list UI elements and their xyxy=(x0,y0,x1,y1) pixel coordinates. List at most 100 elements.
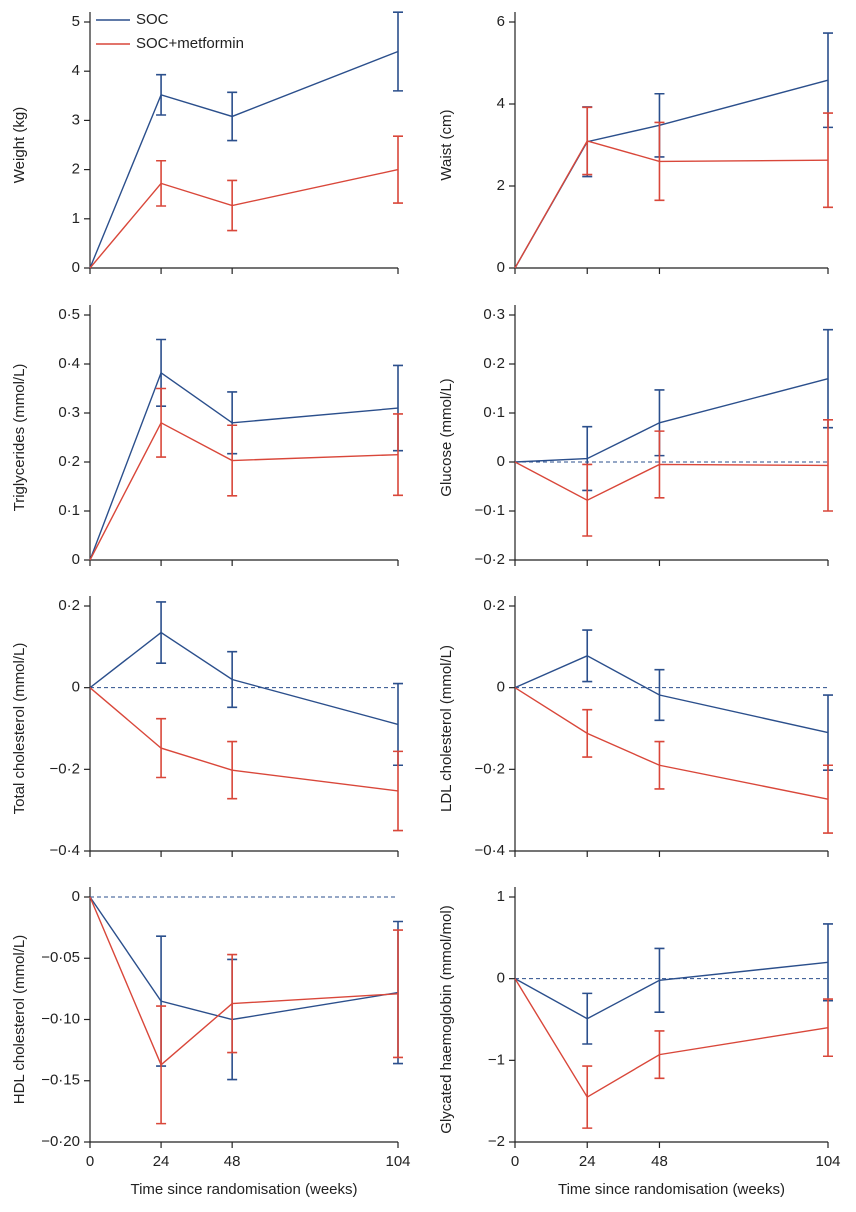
x-tick-label: 48 xyxy=(651,1153,668,1170)
series-line xyxy=(89,50,399,269)
y-tick-label: 0·5 xyxy=(58,306,80,323)
error-bar xyxy=(156,717,167,779)
x-tick-label: 0 xyxy=(86,1153,94,1170)
error-bar xyxy=(227,953,238,1054)
series-line xyxy=(514,140,829,269)
y-tick-label: 0 xyxy=(72,679,80,696)
legend-label: SOC xyxy=(136,11,169,28)
y-tick-label: −0·2 xyxy=(50,760,80,777)
series-line xyxy=(89,371,399,561)
error-bar xyxy=(654,430,665,499)
y-tick-label: 6 xyxy=(497,13,505,30)
error-bar xyxy=(582,629,593,683)
y-tick-label: 0·3 xyxy=(58,404,80,421)
error-bar xyxy=(823,764,833,834)
y-tick-label: −0·2 xyxy=(475,760,505,777)
x-axis-label: Time since randomisation (weeks) xyxy=(558,1181,785,1198)
y-tick-label: 0·2 xyxy=(58,453,80,470)
error-bar xyxy=(227,424,238,497)
series-line xyxy=(89,421,399,561)
series-line xyxy=(514,378,829,463)
error-bar xyxy=(156,73,167,116)
y-tick-label: 0 xyxy=(72,888,80,905)
x-tick-label: 24 xyxy=(579,1153,596,1170)
y-tick-label: −0·1 xyxy=(475,502,505,519)
y-tick-label: 0·2 xyxy=(58,597,80,614)
y-tick-label: 2 xyxy=(497,177,505,194)
error-bar xyxy=(654,121,665,202)
y-tick-label: −0·2 xyxy=(475,551,505,568)
y-tick-label: 3 xyxy=(72,111,80,128)
y-tick-label: −0·4 xyxy=(475,842,505,859)
error-bar xyxy=(823,419,833,512)
error-bar xyxy=(156,1005,167,1125)
y-tick-label: 0·1 xyxy=(483,404,505,421)
error-bar xyxy=(823,694,833,771)
series-line xyxy=(89,687,399,792)
x-axis-label: Time since randomisation (weeks) xyxy=(130,1181,357,1198)
y-tick-label: −0·05 xyxy=(41,949,80,966)
error-bar xyxy=(582,106,593,176)
y-axis-label: Weight (kg) xyxy=(11,107,28,183)
error-bar xyxy=(227,650,238,709)
series-line xyxy=(89,631,399,726)
error-bar xyxy=(393,11,403,92)
y-tick-label: 0 xyxy=(72,551,80,568)
error-bar xyxy=(227,179,238,232)
x-tick-label: 0 xyxy=(511,1153,519,1170)
error-bar xyxy=(156,387,167,458)
y-tick-label: −1 xyxy=(488,1051,505,1068)
y-axis-label: Total cholesterol (mmol/L) xyxy=(11,643,28,815)
error-bar xyxy=(156,601,167,664)
y-tick-label: 2 xyxy=(72,161,80,178)
x-tick-label: 104 xyxy=(385,1153,410,1170)
series-line xyxy=(514,461,829,502)
error-bar xyxy=(393,750,403,832)
y-axis-label: Glycated haemoglobin (mmol/mol) xyxy=(438,905,455,1133)
error-bar xyxy=(654,1030,665,1080)
series-line xyxy=(89,896,399,1066)
error-bar xyxy=(582,708,593,758)
y-axis-label: Triglycerides (mmol/L) xyxy=(11,364,28,512)
y-tick-label: 0 xyxy=(497,453,505,470)
y-axis-label: LDL cholesterol (mmol/L) xyxy=(438,645,455,812)
series-line xyxy=(514,655,829,734)
y-tick-label: 0·3 xyxy=(483,306,505,323)
y-tick-label: −0·20 xyxy=(41,1133,80,1150)
error-bar xyxy=(654,668,665,722)
y-tick-label: 0·4 xyxy=(58,355,80,372)
y-tick-label: 5 xyxy=(72,13,80,30)
y-tick-label: 4 xyxy=(497,95,505,112)
series-line xyxy=(89,168,399,269)
series-line xyxy=(89,896,399,1021)
error-bar xyxy=(227,91,238,142)
y-tick-label: 1 xyxy=(72,210,80,227)
error-bar xyxy=(654,740,665,790)
x-tick-label: 48 xyxy=(224,1153,241,1170)
x-tick-label: 24 xyxy=(153,1153,170,1170)
y-tick-label: −0·10 xyxy=(41,1010,80,1027)
legend-label: SOC+metformin xyxy=(136,35,244,52)
error-bar xyxy=(393,135,403,204)
error-bar xyxy=(582,463,593,537)
y-tick-label: 0·2 xyxy=(483,597,505,614)
error-bar xyxy=(582,1065,593,1129)
error-bar xyxy=(393,413,403,497)
y-tick-label: −0·15 xyxy=(41,1072,80,1089)
y-axis-label: Glucose (mmol/L) xyxy=(438,378,455,496)
y-tick-label: 0 xyxy=(497,259,505,276)
error-bar xyxy=(823,328,833,429)
error-bar xyxy=(654,947,665,1013)
error-bar xyxy=(156,159,167,207)
y-tick-label: 0 xyxy=(72,259,80,276)
y-tick-label: 0·1 xyxy=(58,502,80,519)
y-tick-label: −2 xyxy=(488,1133,505,1150)
y-tick-label: 0 xyxy=(497,970,505,987)
error-bar xyxy=(823,998,833,1058)
error-bar xyxy=(582,992,593,1045)
y-axis-label: Waist (cm) xyxy=(438,109,455,180)
series-line xyxy=(514,79,829,269)
y-tick-label: 1 xyxy=(497,888,505,905)
y-tick-label: 0 xyxy=(497,679,505,696)
